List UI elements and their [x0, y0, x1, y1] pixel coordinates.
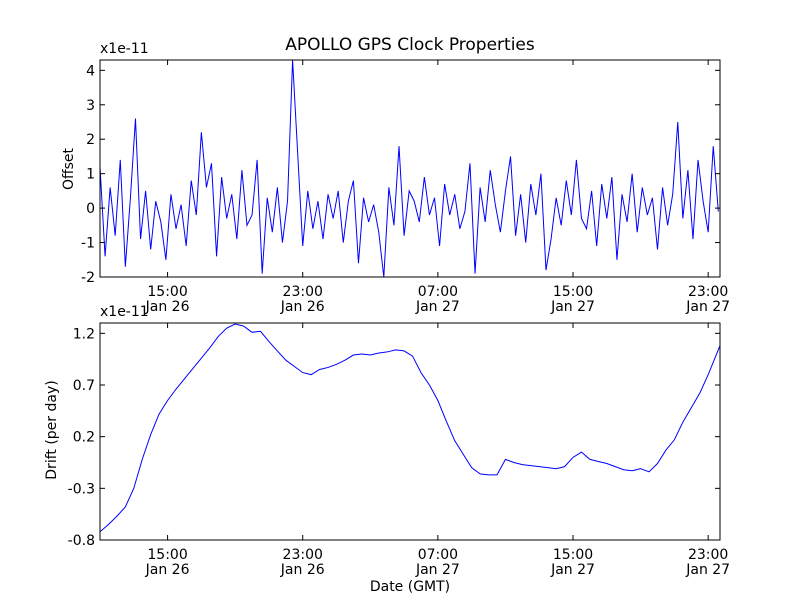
- drift-xtick-time-label: 23:00: [283, 547, 323, 563]
- offset-xtick-time-label: 23:00: [283, 284, 323, 300]
- offset-xtick-date-label: Jan 27: [550, 299, 595, 315]
- drift-ytick-label: 0.7: [73, 378, 95, 394]
- offset-plot-frame: [99, 59, 721, 278]
- offset-xtick-time-label: 07:00: [418, 284, 458, 300]
- offset-ytick-label: 2: [86, 132, 95, 148]
- drift-xtick-time-label: 23:00: [688, 547, 728, 563]
- offset-ytick-label: 0: [86, 201, 95, 217]
- drift-xtick-date-label: Jan 26: [145, 562, 190, 578]
- drift-ytick-label: -0.8: [68, 533, 95, 549]
- offset-xtick-date-label: Jan 27: [415, 299, 460, 315]
- drift-xtick-date-label: Jan 26: [280, 562, 325, 578]
- chart-title: APOLLO GPS Clock Properties: [285, 35, 535, 55]
- offset-scale-note: x1e-11: [100, 41, 149, 57]
- offset-xtick-time-label: 15:00: [553, 284, 593, 300]
- drift-xtick-date-label: Jan 27: [685, 562, 730, 578]
- drift-scale-note: x1e-11: [100, 304, 149, 320]
- drift-ytick-label: 0.2: [73, 430, 95, 446]
- drift-ylabel: Drift (per day): [44, 380, 60, 479]
- offset-xtick-date-label: Jan 27: [685, 299, 730, 315]
- drift-series-line: [100, 323, 720, 533]
- offset-ylabel: Offset: [61, 147, 77, 190]
- offset-xtick-time-label: 23:00: [688, 284, 728, 300]
- offset-series-line: [100, 60, 719, 277]
- drift-xtick-time-label: 15:00: [147, 547, 187, 563]
- drift-panel: x1e-11 Drift (per day) Date (GMT) -0.8 -0…: [44, 304, 730, 595]
- drift-xtick-date-label: Jan 27: [415, 562, 460, 578]
- offset-xtick-date-label: Jan 26: [280, 299, 325, 315]
- drift-plot-frame: [99, 322, 721, 541]
- offset-ytick-label: -1: [81, 236, 95, 252]
- drift-xlabel: Date (GMT): [370, 579, 450, 595]
- offset-ytick-label: -2: [81, 270, 95, 286]
- drift-ytick-label: -0.3: [68, 481, 95, 497]
- offset-ytick-label: 1: [86, 167, 95, 183]
- offset-ytick-label: 4: [86, 63, 95, 79]
- offset-xtick-date-label: Jan 26: [145, 299, 190, 315]
- drift-xtick-time-label: 15:00: [553, 547, 593, 563]
- offset-xtick-time-label: 15:00: [147, 284, 187, 300]
- offset-ytick-label: 3: [86, 98, 95, 114]
- drift-xtick-time-label: 07:00: [418, 547, 458, 563]
- drift-ytick-label: 1.2: [73, 326, 95, 342]
- drift-xtick-date-label: Jan 27: [550, 562, 595, 578]
